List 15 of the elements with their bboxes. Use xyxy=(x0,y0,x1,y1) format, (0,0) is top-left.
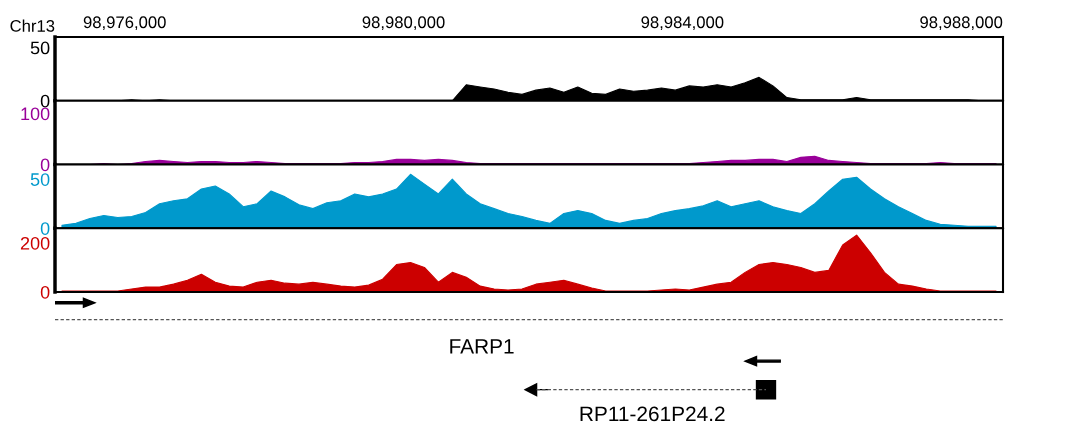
y-tick-label: 100 xyxy=(21,107,50,121)
text: FARP1 xyxy=(450,339,514,354)
y-tick-label: 0 xyxy=(40,285,50,299)
y-tick-label: 0 xyxy=(40,158,50,172)
x-tick-label: 98,976,000 xyxy=(83,16,166,31)
y-tick-label: 200 xyxy=(20,236,50,250)
x-axis-title: Chr13 xyxy=(10,19,55,32)
y-tick-label: 0 xyxy=(40,222,50,235)
x-tick-label: 98,980,000 xyxy=(362,16,445,31)
x-tick-label: 98,988,000 xyxy=(920,16,1003,31)
y-tick-label: 0 xyxy=(40,94,50,108)
x-tick-label: 98,984,000 xyxy=(641,16,724,31)
text: RP11-261P24.2 xyxy=(580,406,725,422)
y-tick-label: 50 xyxy=(30,41,50,55)
y-tick-label: 50 xyxy=(30,173,50,186)
